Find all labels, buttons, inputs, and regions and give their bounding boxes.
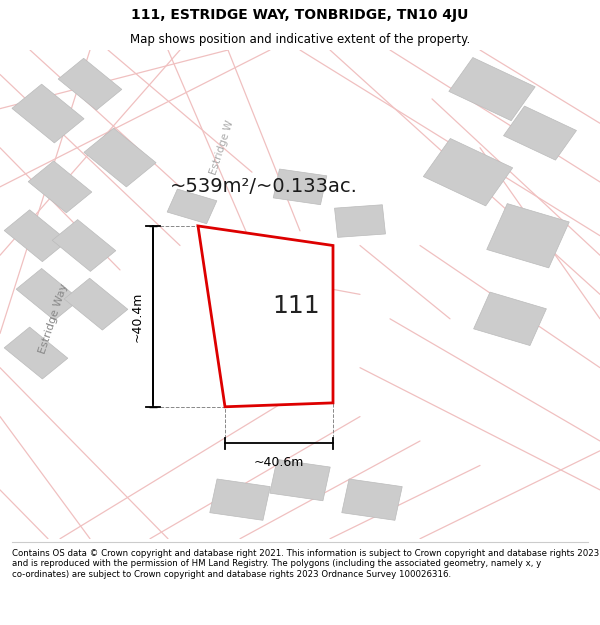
Polygon shape bbox=[270, 459, 330, 501]
Polygon shape bbox=[58, 58, 122, 110]
Text: ~40.4m: ~40.4m bbox=[131, 291, 144, 341]
Text: Map shows position and indicative extent of the property.: Map shows position and indicative extent… bbox=[130, 32, 470, 46]
Text: Estridge W: Estridge W bbox=[208, 119, 236, 176]
Polygon shape bbox=[503, 106, 577, 160]
Text: ~40.6m: ~40.6m bbox=[254, 456, 304, 469]
Polygon shape bbox=[335, 205, 385, 238]
Polygon shape bbox=[4, 210, 68, 262]
Polygon shape bbox=[52, 219, 116, 271]
Text: 111: 111 bbox=[272, 294, 320, 318]
Polygon shape bbox=[198, 226, 333, 407]
Polygon shape bbox=[4, 327, 68, 379]
Text: 111, ESTRIDGE WAY, TONBRIDGE, TN10 4JU: 111, ESTRIDGE WAY, TONBRIDGE, TN10 4JU bbox=[131, 8, 469, 22]
Polygon shape bbox=[473, 292, 547, 346]
Text: Contains OS data © Crown copyright and database right 2021. This information is : Contains OS data © Crown copyright and d… bbox=[12, 549, 599, 579]
Polygon shape bbox=[84, 128, 156, 187]
Polygon shape bbox=[16, 269, 80, 320]
Polygon shape bbox=[342, 479, 402, 521]
Text: ~539m²/~0.133ac.: ~539m²/~0.133ac. bbox=[170, 177, 358, 196]
Polygon shape bbox=[449, 58, 535, 121]
Text: Estridge Way: Estridge Way bbox=[38, 282, 70, 355]
Polygon shape bbox=[487, 204, 569, 268]
Polygon shape bbox=[12, 84, 84, 143]
Polygon shape bbox=[273, 169, 327, 204]
Polygon shape bbox=[28, 161, 92, 212]
Polygon shape bbox=[424, 139, 512, 206]
Polygon shape bbox=[210, 479, 270, 521]
Polygon shape bbox=[167, 189, 217, 224]
Polygon shape bbox=[64, 278, 128, 330]
